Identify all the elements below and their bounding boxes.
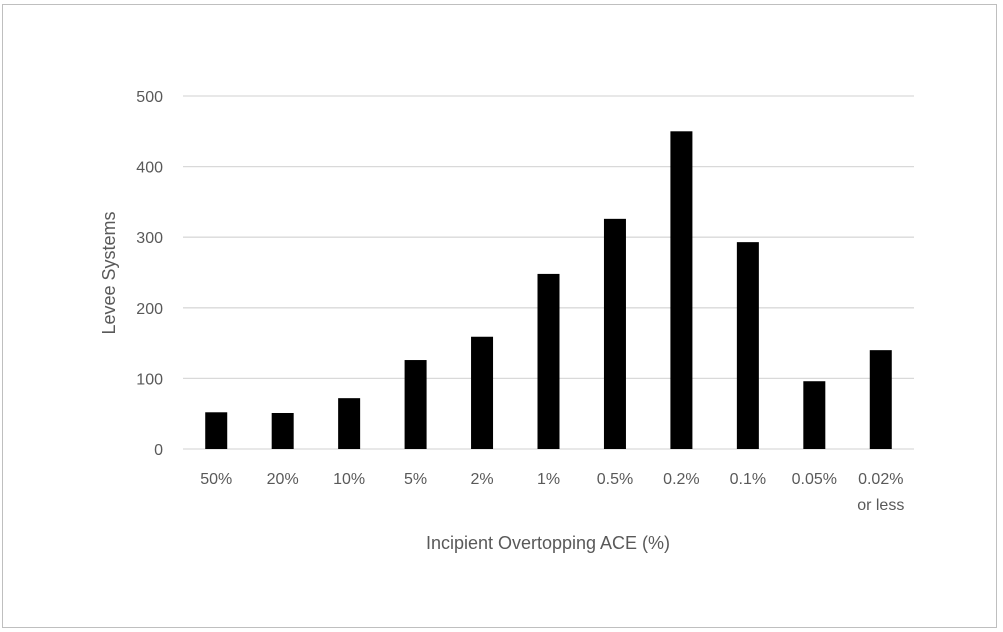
x-axis-title: Incipient Overtopping ACE (%) [426,533,670,553]
x-tick-label: 10% [333,471,365,488]
y-tick-label: 500 [136,89,163,106]
bar [603,218,626,449]
x-tick-label: 0.5% [597,471,633,488]
x-tick-label: 1% [537,471,560,488]
bar [869,350,892,449]
y-tick-label: 300 [136,230,163,247]
bar [471,336,494,449]
gridlines [183,95,914,450]
bar [338,398,361,449]
bar [404,360,427,449]
chart-frame [2,4,997,628]
y-tick-label: 100 [136,371,163,388]
x-tick-label: 5% [404,471,427,488]
y-tick-label: 200 [136,301,163,318]
x-tick-label: 0.05% [792,471,837,488]
y-axis-title: Levee Systems [99,211,119,334]
bar [736,242,759,449]
x-tick-label: 20% [267,471,299,488]
x-tick-label: 0.1% [730,471,766,488]
y-axis-ticks: 0 100 200 300 400 500 [136,89,163,459]
bar [205,412,228,449]
bar [670,131,693,450]
bars [205,131,892,450]
x-tick-label: 2% [470,471,493,488]
y-tick-label: 0 [154,442,163,459]
x-tick-label: 0.2% [663,471,699,488]
bar [537,273,560,449]
y-tick-label: 400 [136,160,163,177]
bar [803,381,826,449]
x-tick-label: 50% [200,471,232,488]
x-tick-label: 0.02% or less [857,471,904,514]
x-axis-ticks: 50% 20% 10% 5% 2% 1% 0.5% 0.2% 0.1% 0.05% 0.02% or … [200,471,904,514]
bar [271,412,294,449]
